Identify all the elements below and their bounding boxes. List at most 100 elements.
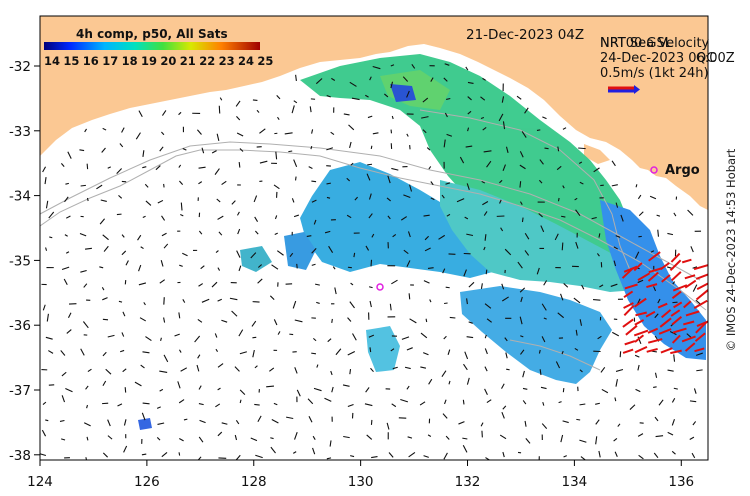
current-arrow xyxy=(102,127,107,131)
gsl-arrow xyxy=(693,264,708,271)
current-arrow xyxy=(257,415,262,423)
current-arrow xyxy=(182,252,188,257)
current-arrow xyxy=(370,367,374,373)
current-arrow xyxy=(560,434,564,443)
current-arrow xyxy=(118,300,123,303)
current-arrow xyxy=(573,297,581,304)
current-arrow xyxy=(458,421,465,425)
current-arrow xyxy=(615,202,619,208)
current-arrow xyxy=(82,321,89,329)
current-arrow xyxy=(142,351,150,354)
gsl-arrow xyxy=(683,320,695,326)
colorbar-tick-label: 16 xyxy=(83,54,99,68)
current-arrow xyxy=(87,368,92,373)
current-arrow xyxy=(441,370,447,377)
current-arrow xyxy=(42,166,47,173)
current-arrow xyxy=(614,451,618,457)
current-arrow xyxy=(687,209,694,216)
current-arrow xyxy=(307,398,314,405)
current-arrow xyxy=(467,110,472,115)
current-arrow xyxy=(406,260,411,268)
current-arrow xyxy=(370,259,373,267)
current-arrow xyxy=(539,369,542,376)
current-arrow xyxy=(579,439,587,443)
current-arrow xyxy=(419,401,426,406)
current-arrow xyxy=(180,202,183,211)
current-arrow xyxy=(312,337,317,342)
legend-line-4: QC xyxy=(696,51,716,66)
current-arrow xyxy=(197,354,201,359)
current-arrow xyxy=(116,168,123,175)
current-arrow xyxy=(178,452,181,456)
current-arrow xyxy=(519,164,526,170)
current-arrow xyxy=(216,133,220,142)
current-arrow xyxy=(596,253,600,257)
current-arrow xyxy=(45,247,48,251)
current-arrow xyxy=(215,348,219,353)
current-arrow xyxy=(519,287,526,293)
current-arrow xyxy=(484,366,488,372)
current-arrow xyxy=(464,351,469,360)
current-arrow xyxy=(49,236,53,239)
current-arrow xyxy=(562,420,569,424)
colorbar-tick-label: 14 xyxy=(44,54,60,68)
current-arrow xyxy=(420,366,427,369)
current-arrow xyxy=(329,440,332,447)
current-arrow xyxy=(80,184,86,187)
current-arrow xyxy=(650,250,655,253)
y-tick-label: -38 xyxy=(9,448,31,464)
gsl-current-arrows xyxy=(621,251,708,355)
current-arrow xyxy=(198,436,204,443)
current-arrow xyxy=(406,385,410,390)
current-arrow xyxy=(554,233,559,241)
current-arrow xyxy=(562,185,565,189)
current-arrow xyxy=(499,434,507,440)
current-arrow xyxy=(446,97,451,100)
gsl-arrow xyxy=(681,335,696,343)
current-arrow xyxy=(271,264,279,270)
current-arrow xyxy=(161,451,168,458)
current-arrow xyxy=(138,264,142,272)
current-arrow xyxy=(593,167,600,173)
current-arrow xyxy=(255,454,263,459)
current-arrow xyxy=(236,250,241,258)
gsl-arrow xyxy=(624,283,638,290)
current-arrow xyxy=(388,452,394,458)
gsl-arrow xyxy=(670,309,681,317)
current-arrow xyxy=(161,215,166,221)
gsl-arrow xyxy=(684,279,697,289)
current-arrow xyxy=(64,196,69,203)
current-arrow xyxy=(99,218,106,225)
current-arrow xyxy=(254,403,260,406)
current-arrow xyxy=(311,263,316,266)
current-arrow xyxy=(215,403,221,408)
current-arrow xyxy=(555,361,561,369)
current-arrow xyxy=(400,398,409,403)
current-arrow xyxy=(107,334,115,338)
gsl-arrow xyxy=(657,302,668,309)
current-arrow xyxy=(313,219,317,225)
current-arrow xyxy=(672,281,676,285)
current-arrow xyxy=(161,131,165,136)
gsl-arrow xyxy=(622,318,634,328)
current-arrow xyxy=(637,364,640,371)
gsl-arrow xyxy=(673,301,683,309)
current-arrow xyxy=(538,349,541,354)
current-arrow xyxy=(654,372,658,378)
current-arrow xyxy=(331,77,336,81)
current-arrow xyxy=(102,234,109,241)
current-arrow xyxy=(306,235,312,238)
current-arrow xyxy=(406,347,413,351)
current-arrow xyxy=(315,283,320,286)
current-arrow xyxy=(124,387,127,393)
current-arrow xyxy=(61,266,70,270)
current-arrow xyxy=(522,400,527,405)
current-arrow xyxy=(342,384,350,387)
current-arrow xyxy=(485,457,491,460)
current-arrow xyxy=(163,243,169,249)
current-arrow xyxy=(142,215,146,219)
current-arrow xyxy=(391,279,398,285)
current-arrow xyxy=(61,395,66,403)
gsl-arrow xyxy=(671,290,682,300)
current-arrow xyxy=(563,455,567,458)
